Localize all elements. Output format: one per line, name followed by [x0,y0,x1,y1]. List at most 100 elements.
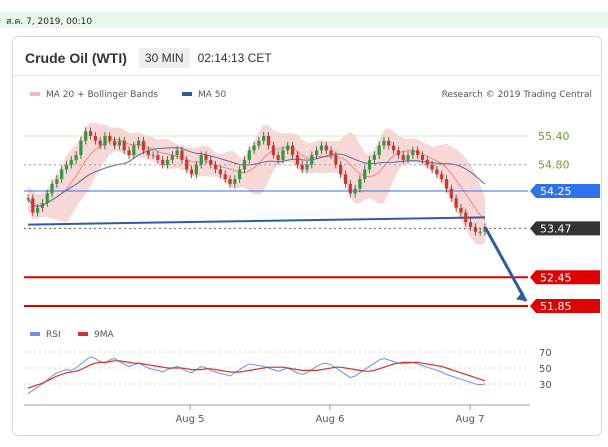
candle-body [339,164,343,175]
ma50-legend-swatch [182,92,192,96]
rsi-ma-legend-label: 9MA [94,330,114,340]
candle-body [218,169,223,175]
candle-body [185,159,189,170]
candle-body [300,164,304,170]
timestamp-bar: ส.ค. 7, 2019, 00:10 [0,12,608,28]
level-label: 52.45 [540,271,572,284]
level-tag [530,299,600,314]
candle-body [180,150,184,160]
candle-body [209,159,213,165]
level-label: 54.25 [540,185,572,198]
level-label: 54.80 [538,159,570,172]
candle-body [305,164,309,170]
candle-body [290,145,295,156]
candle-body [464,212,468,223]
candle-body [60,169,64,180]
candle-body [141,140,146,151]
candle-body [425,159,429,165]
chart-time: 02:14:13 CET [197,51,272,65]
candle-body [194,164,198,175]
candle-body [348,183,352,194]
candle-body [233,179,237,184]
candle-body [31,198,35,213]
candle-body [189,169,194,175]
candle-body [223,174,227,180]
candle-body [40,203,45,208]
candle-body [363,169,367,180]
candle-body [45,193,49,204]
candle-body [252,145,256,151]
candle-body [353,188,357,194]
timeframe-badge[interactable]: 30 MIN [138,48,190,68]
x-tick-label: Aug 7 [455,414,484,425]
candle-body [310,155,314,165]
candle-body [156,155,160,160]
candle-body [392,145,396,151]
candle-body [165,159,170,165]
legend: MA 20 + Bollinger Bands MA 50 Research ©… [30,90,592,100]
candle-body [79,140,83,156]
support-trendline [27,216,486,226]
candle-body [271,145,275,156]
rsi-plot: 70 50 30 [24,348,552,395]
candle-body [36,207,40,213]
instrument-title: Crude Oil (WTI) [25,50,127,66]
candle-body [266,135,271,146]
candle-body [161,159,165,165]
candle-body [50,183,54,194]
candle-body [228,179,232,184]
candle-body [468,222,473,227]
candle-body [411,150,415,156]
ma20-legend-label: MA 20 + Bollinger Bands [46,90,158,100]
candle-body [108,135,112,141]
candle-body [324,145,328,151]
bollinger-band [28,122,485,245]
candle-body [334,155,338,165]
candle-body [117,140,121,146]
chart-panel: Crude Oil (WTI) 30 MIN 02:14:13 CET [12,36,602,436]
candle-body [204,155,208,160]
candle-body [281,150,285,160]
candle-body [454,198,458,208]
ma50-legend-label: MA 50 [198,90,227,100]
candle-body [98,140,102,146]
candle-body [214,164,218,170]
rsi-tick-label: 30 [539,380,552,391]
header-divider [13,75,601,76]
candle-body [74,155,78,160]
candle-body [315,150,319,156]
candle-body [170,155,174,160]
candle-body [55,179,59,184]
candle-body [382,140,386,146]
forecast-arrow-head [516,291,526,302]
candle-body [377,145,381,156]
level-tags: 55.40 54.80 54.25 53.47 52.45 51.85 [530,130,600,314]
rsi-tick-label: 50 [539,364,552,375]
candle-body [132,145,136,156]
x-axis-ticks: Aug 5 Aug 6 Aug 7 [175,405,485,425]
candle-body [122,140,126,151]
candle-body [444,179,449,189]
candle-body [440,174,444,180]
candle-body [257,140,261,146]
candle-body [387,140,391,146]
candle-body [478,231,482,233]
candle-body [473,226,477,232]
candle-body [238,169,242,180]
candle-body [276,155,280,160]
rsi-ma-line [27,360,486,389]
forecast-arrow-line [483,226,528,302]
candle-body [146,150,150,156]
candle-body [319,145,324,151]
candle-body [127,150,131,156]
level-label: 53.47 [540,222,572,235]
candle-body [286,145,290,151]
candle-body [199,155,203,165]
candle-body [401,155,405,160]
level-tag [530,184,600,199]
rsi-legend: RSI 9MA [30,330,114,340]
candle-body [26,198,30,200]
x-tick-label: Aug 6 [315,414,344,425]
x-tick-label: Aug 5 [175,414,204,425]
